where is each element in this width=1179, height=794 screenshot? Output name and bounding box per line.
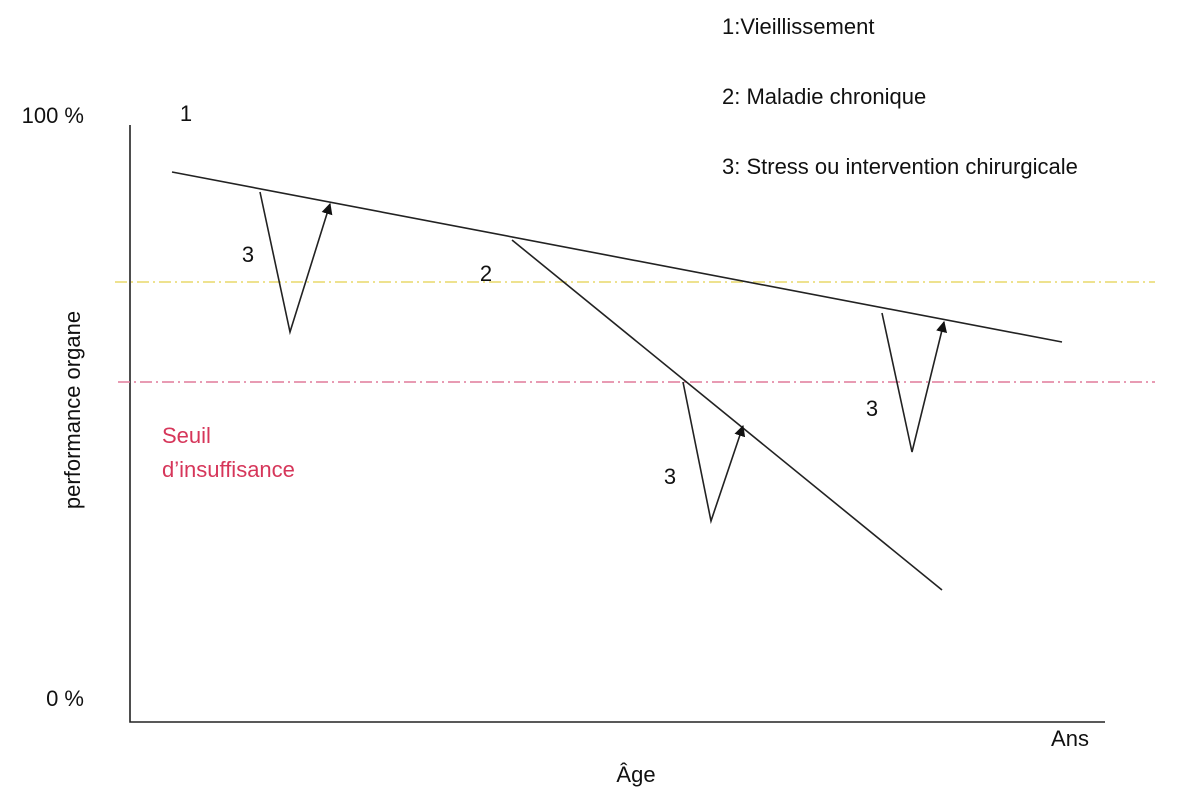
legend-item: 1:Vieillissement <box>722 14 874 39</box>
stress-dip <box>259 191 333 336</box>
chronic-line <box>511 239 943 591</box>
stress-dip <box>881 312 948 453</box>
x-unit: Ans <box>1051 726 1089 751</box>
x-axis-title: Âge <box>616 762 655 787</box>
legend-item: 2: Maladie chronique <box>722 84 926 109</box>
curve-label: 3 <box>664 464 676 489</box>
curve-label: 1 <box>180 101 192 126</box>
curve-label: 3 <box>242 242 254 267</box>
y-top-label: 100 % <box>22 103 84 128</box>
curve-label: 2 <box>480 261 492 286</box>
curve-label: 3 <box>866 396 878 421</box>
stress-dip <box>682 381 746 525</box>
axes <box>129 125 1105 723</box>
threshold-label: Seuil <box>162 423 211 448</box>
legend-item: 3: Stress ou intervention chirurgicale <box>722 154 1078 179</box>
aging-line <box>171 171 1063 343</box>
y-bottom-label: 0 % <box>46 686 84 711</box>
y-axis-title: performance organe <box>60 311 85 509</box>
threshold-label: d’insuffisance <box>162 457 295 482</box>
